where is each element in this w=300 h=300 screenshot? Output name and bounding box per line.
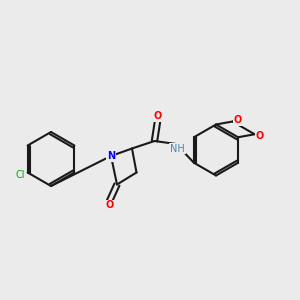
Text: O: O — [234, 115, 242, 125]
Text: N: N — [107, 151, 115, 161]
Text: O: O — [153, 111, 162, 121]
Text: NH: NH — [170, 143, 185, 154]
Text: O: O — [105, 200, 114, 211]
Text: Cl: Cl — [15, 170, 25, 181]
Text: O: O — [256, 131, 264, 141]
